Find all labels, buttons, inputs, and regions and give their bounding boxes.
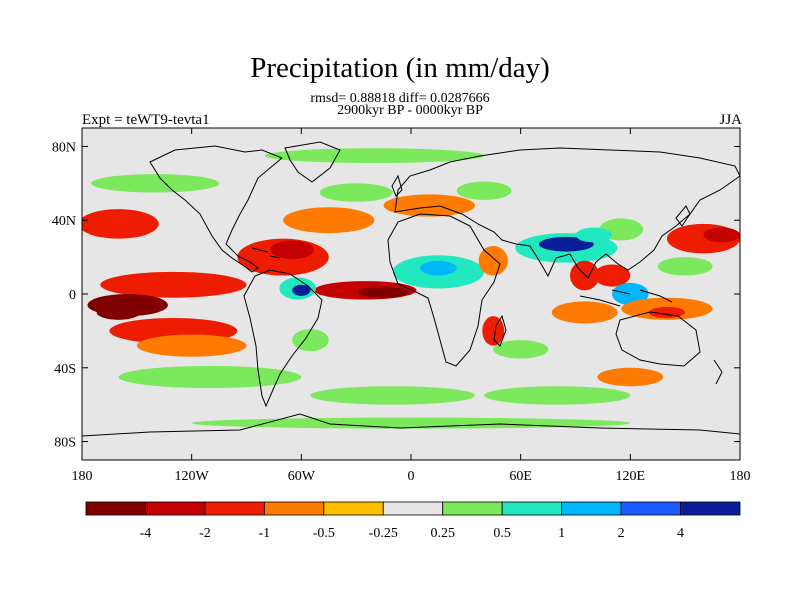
- anomaly-west-pacific-wet: [657, 257, 713, 276]
- anomaly-maritime-continent-wet: [612, 282, 649, 306]
- anomaly-north-pacific-wet: [91, 174, 220, 193]
- coastlines: [82, 141, 740, 437]
- colorbar-label: 0.25: [430, 526, 455, 541]
- anomaly-europe-wet: [456, 181, 512, 200]
- anomaly-indian-ocean-dry: [551, 301, 618, 324]
- anomaly-indian-southern-wet: [484, 386, 631, 405]
- axis-ticks: 80N 40N 0 40S 80S 180 120W 60W 0 60E 120E 180: [52, 128, 751, 484]
- coast-australia: [615, 311, 701, 367]
- colorbar-label: 1: [558, 526, 565, 541]
- colorbar-label: -2: [199, 526, 211, 541]
- coast-antarctica: [82, 413, 740, 437]
- coast-greenland: [284, 141, 341, 183]
- colorbar-swatch: [323, 501, 384, 516]
- anomaly-arctic-wet: [264, 148, 485, 164]
- anomaly-north-atlantic-wet: [319, 183, 393, 202]
- colorbar-swatch: [680, 501, 741, 516]
- anomaly-subtropical-south-indian-wet: [493, 340, 549, 359]
- anomaly-central-pacific-dry-core2: [96, 305, 141, 320]
- colorbar-label: 4: [677, 526, 684, 541]
- lat-tick-label: 40S: [54, 362, 76, 377]
- coast-africa: [387, 213, 501, 367]
- period-line: 2900kyr BP - 0000kyr BP: [337, 103, 483, 118]
- colorbar-swatch: [382, 501, 444, 516]
- lon-tick-label: 60E: [509, 469, 532, 484]
- colorbar-swatch: [204, 501, 265, 516]
- anomaly-southern-ocean-dry: [597, 367, 664, 387]
- lat-tick-label: 80N: [52, 140, 76, 155]
- anomaly-east-pacific-itcz-dry: [100, 271, 247, 298]
- anomaly-mediterranean-dry: [383, 194, 475, 217]
- anomaly-south-america-wet: [292, 329, 329, 352]
- anomaly-tibet-wet: [575, 227, 613, 243]
- colorbar: -4 -2 -1 -0.5 -0.25 0.25 0.5 1 2 4: [85, 501, 741, 541]
- coast-north-america: [149, 145, 283, 273]
- lat-tick-label: 40N: [52, 214, 76, 229]
- colorbar-swatch: [263, 501, 325, 516]
- colorbar-label: 0.5: [493, 526, 511, 541]
- lon-tick-label: 60W: [288, 469, 316, 484]
- coast-japan: [675, 205, 691, 227]
- lon-tick-label: 120E: [616, 469, 646, 484]
- anomaly-spcz-dry-band-weak: [136, 334, 247, 357]
- colorbar-label: -4: [140, 526, 152, 541]
- season-label: JJA: [719, 112, 742, 128]
- stats-line: rmsd= 0.88818 diff= 0.0287666: [310, 91, 490, 106]
- colorbar-label: -1: [259, 526, 271, 541]
- lat-tick-label: 0: [69, 288, 76, 303]
- colorbar-swatch: [145, 501, 206, 516]
- lat-tick-label: 80S: [54, 436, 76, 451]
- colorbar-label: -0.5: [313, 526, 335, 541]
- anomaly-east-africa-dry: [478, 246, 508, 276]
- coast-new-zealand: [713, 359, 723, 385]
- coast-uk: [391, 174, 403, 197]
- colorbar-label: 2: [618, 526, 625, 541]
- anomaly-caribbean-dry-core: [270, 240, 315, 259]
- coast-south-america: [243, 269, 323, 408]
- anomaly-bay-of-bengal-dry: [570, 260, 600, 291]
- anomaly-south-china-sea-dry: [593, 264, 631, 287]
- coast-madagascar: [493, 314, 507, 347]
- anomaly-west-pacific-dry-core: [648, 306, 686, 318]
- anomaly-north-atlantic-dry: [283, 207, 375, 234]
- anomaly-amazon-wet-core: [292, 284, 311, 296]
- plot-title: Precipitation (in mm/day): [250, 52, 550, 84]
- precip-anomaly-field: [82, 148, 740, 429]
- lon-tick-label: 120W: [175, 469, 210, 484]
- colorbar-swatch: [561, 501, 622, 516]
- lon-tick-label: 0: [408, 469, 415, 484]
- colorbar-swatch: [85, 501, 146, 516]
- colorbar-swatch: [442, 501, 503, 516]
- experiment-label: Expt = teWT9-tevta1: [82, 112, 210, 128]
- coast-eurasia: [394, 147, 740, 279]
- lon-tick-label: 180: [730, 469, 751, 484]
- anomaly-india-wet-core: [538, 236, 594, 252]
- anomaly-antarctic-coast-wet: [191, 417, 631, 429]
- colorbar-swatch: [501, 501, 563, 516]
- coast-indonesia: [579, 289, 673, 307]
- lon-tick-label: 180: [72, 469, 93, 484]
- anomaly-west-africa-wet-core: [420, 260, 457, 276]
- colorbar-label: -0.25: [369, 526, 398, 541]
- coast-caribbean: [251, 247, 281, 259]
- anomaly-nw-pacific-dry-core: [703, 227, 740, 243]
- anomaly-madagascar-dry: [482, 316, 505, 346]
- anomaly-atlantic-itcz-core: [357, 286, 410, 298]
- anomaly-north-pacific-dry: [82, 209, 159, 239]
- anomaly-south-atlantic-wet: [310, 386, 475, 405]
- colorbar-swatch: [620, 501, 681, 516]
- anomaly-south-pacific-wet: [118, 365, 302, 389]
